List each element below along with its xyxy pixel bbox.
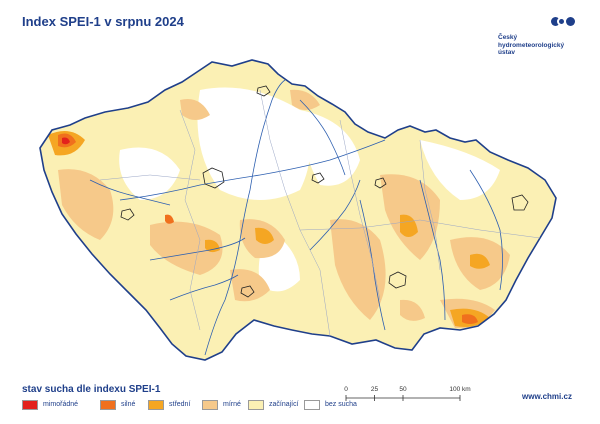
legend-label: střední	[169, 401, 191, 408]
city-outlines	[120, 85, 529, 298]
map-title: Index SPEI-1 v srpnu 2024	[22, 14, 184, 29]
scale-tick-label: 100 km	[449, 386, 471, 393]
logo-line: Český	[498, 34, 518, 41]
legend-title: stav sucha dle indexu SPEI-1	[22, 384, 161, 395]
legend-label: mírné	[223, 401, 241, 408]
scale-tick-label: 50	[399, 386, 407, 393]
legend-label: bez sucha	[325, 401, 357, 408]
logo-text: Český hydrometeorologický ústav	[498, 34, 578, 57]
scale-bar: 0 25 50 100 km	[338, 386, 471, 416]
legend-swatch	[100, 400, 116, 410]
legend-label: mimořádné	[43, 401, 79, 408]
chmi-logo[interactable]: Český hydrometeorologický ústav	[498, 16, 578, 57]
legend-swatch	[304, 400, 320, 410]
legend-swatch	[22, 400, 38, 410]
legend-swatch	[248, 400, 264, 410]
scale-bar-graphic	[345, 395, 461, 401]
logo-line: ústav	[498, 49, 515, 56]
website-link[interactable]: www.chmi.cz	[522, 392, 572, 401]
scale-tick-label: 0	[344, 386, 348, 393]
legend-label: silné	[121, 401, 136, 408]
scale-tick-label: 25	[370, 386, 379, 393]
legend-swatch	[148, 400, 164, 410]
region-borders	[99, 89, 541, 337]
legend-swatch	[202, 400, 218, 410]
logo-line: hydrometeorologický	[498, 41, 565, 49]
legend-label: začínající	[269, 401, 299, 408]
rivers	[89, 79, 503, 356]
chmi-logo-icon	[498, 16, 578, 30]
